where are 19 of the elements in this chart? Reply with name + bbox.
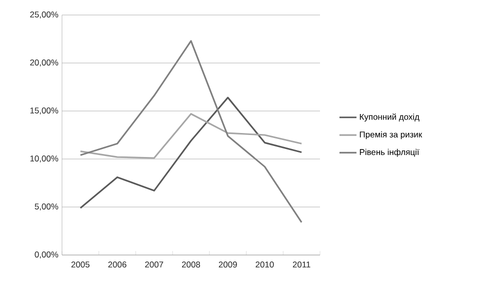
legend-label: Купонний дохід — [360, 114, 420, 122]
line-series — [80, 96, 302, 209]
legend-label: Премія за ризик — [360, 131, 422, 140]
y-tick-label: 0,00% — [34, 252, 58, 258]
y-tick-label: 5,00% — [34, 204, 58, 210]
y-tick-label: 25,00% — [30, 12, 58, 18]
legend-label: Рівень інфляції — [360, 148, 420, 157]
line-series — [80, 40, 302, 224]
y-tick-label: 20,00% — [30, 60, 58, 66]
y-tick-label: 10,00% — [30, 156, 58, 162]
x-tick-label: 2005 — [71, 262, 90, 268]
x-tick-label: 2009 — [218, 262, 237, 268]
x-tick-label: 2007 — [145, 262, 164, 268]
y-tick-label: 15,00% — [30, 108, 58, 114]
x-tick-label: 2011 — [292, 262, 310, 268]
x-tick-label: 2006 — [108, 262, 126, 268]
x-tick-label: 2008 — [182, 262, 200, 268]
x-tick-label: 2010 — [256, 262, 274, 268]
line-series — [80, 113, 302, 159]
